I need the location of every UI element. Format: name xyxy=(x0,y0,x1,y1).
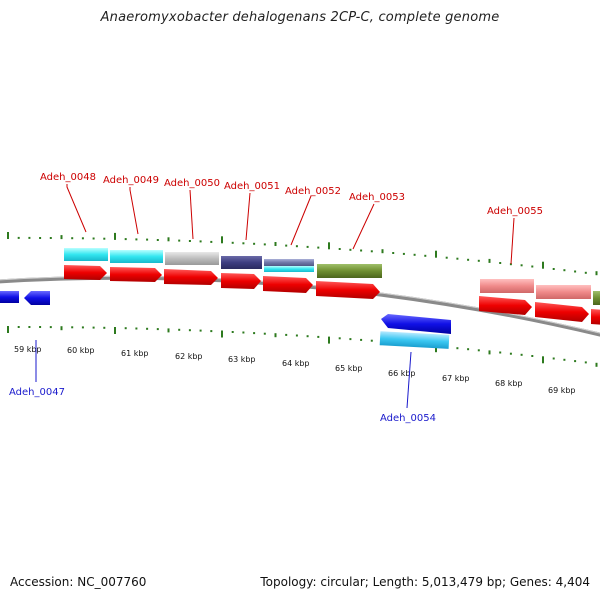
cds-arrow-adeh-0047-a xyxy=(0,291,19,303)
leader-line-adeh-0052 xyxy=(290,195,312,246)
cds-arrow-adeh-0054 xyxy=(381,314,451,334)
top-tick-marks xyxy=(7,232,598,276)
gene-label-adeh-0053[interactable]: Adeh_0053 xyxy=(349,192,405,203)
reverse-cds-row xyxy=(0,291,451,349)
cds-arrow-adeh-0048 xyxy=(64,265,107,280)
leader-line-adeh-0055 xyxy=(510,217,515,265)
cds-arrow-adeh-0050 xyxy=(164,269,218,285)
scale-label: 68 kbp xyxy=(495,379,523,388)
bottom-gene-labels: Adeh_0047 Adeh_0054 xyxy=(9,387,436,424)
forward-cds-row xyxy=(64,265,600,325)
genome-summary: Topology: circular; Length: 5,013,479 bp… xyxy=(260,575,590,589)
cds-arrow-adeh-0049 xyxy=(110,267,162,282)
cds-arrow-adeh-0055-a xyxy=(479,296,532,315)
gene-label-adeh-0049[interactable]: Adeh_0049 xyxy=(103,175,159,186)
leader-line-adeh-0050 xyxy=(189,189,194,240)
leader-line-adeh-0048 xyxy=(66,184,87,233)
gene-label-adeh-0050[interactable]: Adeh_0050 xyxy=(164,178,220,189)
bottom-gene-leaders xyxy=(35,340,412,409)
cog-box-adeh-0049 xyxy=(110,250,163,263)
accession-label: Accession: NC_007760 xyxy=(10,575,147,589)
cds-arrow-adeh-0055-b xyxy=(535,302,589,322)
scale-label: 66 kbp xyxy=(388,369,416,378)
scale-label: 64 kbp xyxy=(282,359,310,368)
leader-line-adeh-0051 xyxy=(245,192,251,241)
page-title: Anaeromyxobacter dehalogenans 2CP-C, com… xyxy=(100,10,500,25)
cds-arrow-adeh-0047-b xyxy=(24,291,50,305)
top-gene-leaders xyxy=(66,184,515,265)
cog-box-adeh-0051 xyxy=(221,256,262,269)
cog-feature-row xyxy=(64,248,600,305)
cds-arrow-adeh-0052 xyxy=(263,276,313,293)
scale-label: 69 kbp xyxy=(548,386,576,395)
cog-box-adeh-0055-b xyxy=(536,285,591,299)
cds-arrow-adeh-0051 xyxy=(221,273,261,289)
cog-box-adeh-0055-a xyxy=(480,279,534,293)
cds-arrow-edge xyxy=(591,309,600,325)
gene-label-adeh-0047[interactable]: Adeh_0047 xyxy=(9,387,65,398)
scale-label: 61 kbp xyxy=(121,349,149,358)
scale-label: 62 kbp xyxy=(175,352,203,361)
cog-box-adeh-0052-b xyxy=(264,266,314,272)
cog-box-adeh-0053 xyxy=(317,264,382,278)
scale-label: 63 kbp xyxy=(228,355,256,364)
gene-label-adeh-0051[interactable]: Adeh_0051 xyxy=(224,181,280,192)
cog-box-edge xyxy=(593,291,600,305)
cog-box-adeh-0050 xyxy=(165,252,219,265)
scale-label: 60 kbp xyxy=(67,346,95,355)
scale-label: 65 kbp xyxy=(335,364,363,373)
cds-arrow-adeh-0053 xyxy=(316,281,380,299)
cog-box-adeh-0052-a xyxy=(264,259,314,266)
scale-labels: 59 kbp 60 kbp 61 kbp 62 kbp 63 kbp 64 kb… xyxy=(14,345,576,395)
cog-box-adeh-0054 xyxy=(379,331,450,349)
leader-line-adeh-0054 xyxy=(406,351,412,409)
gene-label-adeh-0052[interactable]: Adeh_0052 xyxy=(285,186,341,197)
gene-label-adeh-0055[interactable]: Adeh_0055 xyxy=(487,206,543,217)
gene-label-adeh-0054[interactable]: Adeh_0054 xyxy=(380,413,436,424)
top-gene-labels: Adeh_0048 Adeh_0049 Adeh_0050 Adeh_0051 … xyxy=(40,172,543,217)
leader-line-adeh-0053 xyxy=(352,203,375,250)
leader-line-adeh-0049 xyxy=(129,187,139,235)
scale-label: 67 kbp xyxy=(442,374,470,383)
scale-label: 59 kbp xyxy=(14,345,42,354)
gene-label-adeh-0048[interactable]: Adeh_0048 xyxy=(40,172,96,183)
cog-box-adeh-0048 xyxy=(64,248,108,261)
